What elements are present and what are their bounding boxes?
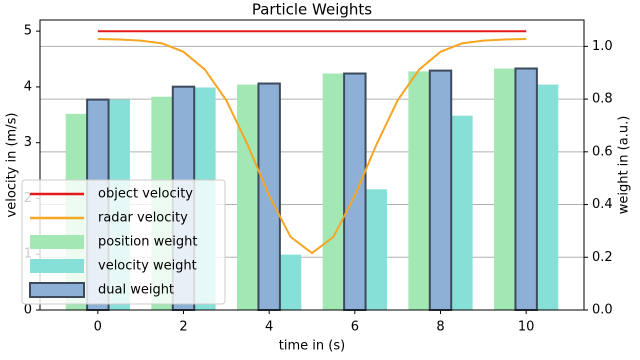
plot-frame bbox=[39, 19, 585, 311]
bar bbox=[343, 72, 367, 311]
y2-tick-label: 1.0 bbox=[592, 39, 613, 54]
legend-swatch bbox=[30, 235, 84, 249]
legend-label: position weight bbox=[98, 235, 197, 250]
legend-label: dual weight bbox=[98, 283, 174, 298]
y2-tick-label: 0.2 bbox=[592, 250, 613, 265]
y-tick-label: 4 bbox=[24, 79, 32, 94]
y2-tick-label: 0.8 bbox=[592, 92, 613, 107]
x-tick-label: 8 bbox=[436, 320, 444, 335]
bar bbox=[494, 68, 516, 310]
x-tick-label: 10 bbox=[518, 320, 535, 335]
x-tick-label: 2 bbox=[179, 320, 187, 335]
y-axis-label: velocity in (m/s) bbox=[5, 113, 20, 218]
y2-tick-label: 0.4 bbox=[592, 197, 613, 212]
bar bbox=[279, 254, 302, 310]
y-tick-label: 5 bbox=[24, 24, 32, 39]
bar bbox=[428, 69, 453, 311]
x-axis-label: time in (s) bbox=[279, 339, 345, 354]
bar bbox=[237, 84, 259, 310]
chart-title: Particle Weights bbox=[252, 1, 372, 19]
legend-swatch bbox=[30, 259, 84, 273]
x-tick-label: 4 bbox=[265, 320, 273, 335]
legend-label: velocity weight bbox=[98, 259, 197, 274]
y2-tick-label: 0.6 bbox=[592, 144, 613, 159]
legend-label: object velocity bbox=[98, 187, 193, 202]
y2-tick-label: 0.0 bbox=[592, 303, 613, 318]
y-tick-label: 3 bbox=[24, 135, 32, 150]
bar bbox=[365, 189, 387, 310]
bar bbox=[408, 71, 430, 310]
bar bbox=[514, 67, 538, 311]
line bbox=[97, 38, 527, 255]
bar bbox=[451, 115, 473, 310]
legend-label: radar velocity bbox=[98, 211, 188, 226]
y-tick-label: 0 bbox=[24, 303, 32, 318]
x-tick-label: 6 bbox=[351, 320, 359, 335]
y2-axis-label: weight in (a.u.) bbox=[617, 116, 632, 215]
bar bbox=[322, 73, 345, 310]
bar bbox=[536, 84, 559, 310]
x-tick-label: 0 bbox=[94, 320, 102, 335]
legend-swatch bbox=[29, 282, 85, 298]
